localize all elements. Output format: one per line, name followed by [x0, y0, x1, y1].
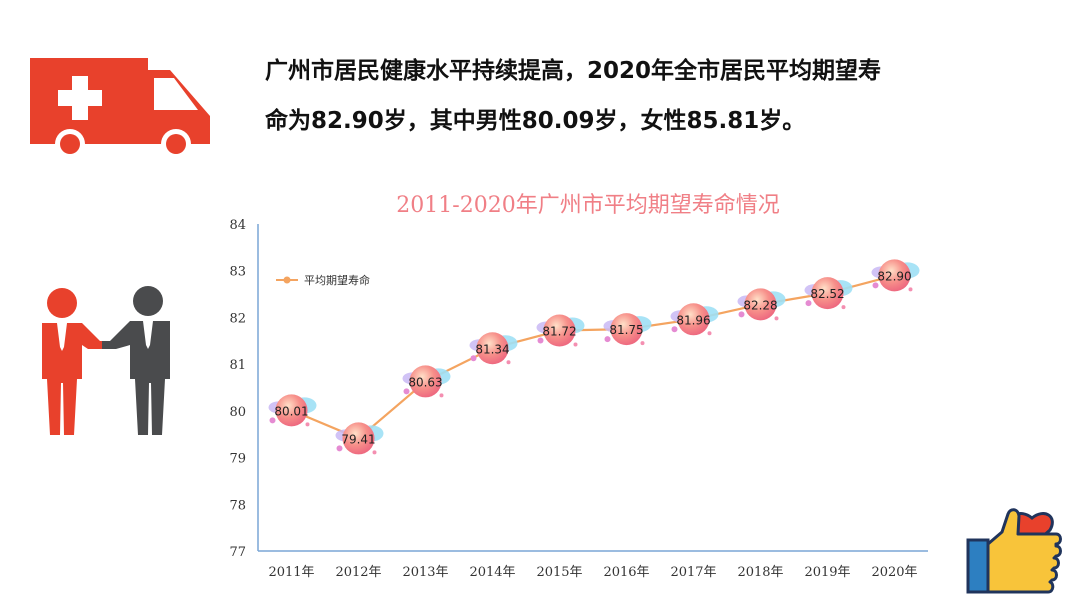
data-label: 81.72: [542, 325, 576, 339]
legend-marker: [283, 276, 291, 284]
bubble-dot: [506, 360, 511, 365]
data-marker: [677, 303, 710, 336]
y-tick-label: 81: [229, 358, 246, 373]
x-tick-label: 2019年: [804, 565, 850, 580]
handshake-icon: [42, 286, 170, 435]
y-tick-label: 80: [229, 405, 246, 420]
data-points: 80.01 79.41 80.63 81.34 81.72 81.75 81.96 82.28…: [268, 259, 920, 455]
data-label: 81.96: [676, 313, 710, 327]
x-tick-label: 2014年: [469, 565, 515, 580]
data-marker: [409, 365, 442, 398]
bubble-dot: [805, 300, 812, 307]
data-marker: [275, 394, 308, 427]
bubble-dot: [707, 331, 712, 336]
bubble-dot: [403, 388, 410, 395]
headline: 广州市居民健康水平持续提高，2020年全市居民平均期望寿 命为82.90岁，其中…: [265, 46, 1025, 146]
bubble-dot: [738, 311, 745, 318]
data-label: 82.90: [877, 269, 911, 283]
data-marker: [811, 277, 844, 310]
bubble-dot: [537, 337, 544, 344]
data-label: 80.01: [274, 404, 308, 418]
data-marker: [610, 313, 643, 346]
bubble-dot: [439, 393, 444, 398]
data-label: 82.28: [743, 298, 777, 312]
y-tick-label: 83: [229, 265, 246, 280]
headline-line-2: 命为82.90岁，其中男性80.09岁，女性85.81岁。: [265, 108, 806, 134]
data-marker: [543, 314, 576, 347]
data-point: 82.52: [804, 277, 853, 310]
bubble-dot: [372, 450, 377, 455]
data-point: 81.34: [469, 332, 518, 365]
data-point: 82.28: [737, 288, 786, 321]
data-point: 79.41: [335, 422, 384, 455]
bubble-dot: [336, 445, 343, 452]
data-label: 80.63: [408, 375, 442, 389]
bubble-dot: [573, 342, 578, 347]
bubble-dot: [604, 336, 611, 343]
data-label: 82.52: [810, 287, 844, 301]
bubble-dot: [872, 282, 879, 289]
bubble-dot: [908, 287, 913, 292]
bubble-dot: [305, 422, 310, 427]
data-label: 79.41: [341, 432, 375, 446]
bubble-dot: [269, 417, 276, 424]
legend-label: 平均期望寿命: [304, 273, 370, 287]
chart-title: 2011-2020年广州市平均期望寿命情况: [396, 193, 779, 218]
x-tick-label: 2013年: [402, 565, 448, 580]
x-tick-label: 2017年: [670, 565, 716, 580]
bubble-dot: [774, 316, 779, 321]
y-tick-label: 84: [229, 218, 246, 233]
data-point: 82.90: [871, 259, 920, 292]
x-tick-label: 2020年: [871, 565, 917, 580]
series-average-life-expectancy: [291, 274, 895, 440]
data-point: 81.75: [603, 313, 652, 346]
series-line: [291, 274, 895, 440]
y-tick-label: 82: [229, 311, 246, 326]
y-axis-ticks: 77 78 79 80 81 82 83 84: [229, 218, 246, 560]
x-axis-ticks: 2011年 2012年 2013年 2014年 2015年 2016年 2017年 2018年…: [268, 565, 917, 580]
ambulance-icon: [30, 58, 210, 159]
y-tick-label: 78: [229, 498, 246, 513]
x-tick-label: 2016年: [603, 565, 649, 580]
data-point: 80.01: [268, 394, 317, 427]
x-tick-label: 2012年: [335, 565, 381, 580]
bubble-dot: [470, 355, 477, 362]
x-tick-label: 2015年: [536, 565, 582, 580]
legend: 平均期望寿命: [276, 273, 370, 287]
x-tick-label: 2018年: [737, 565, 783, 580]
data-point: 81.96: [670, 303, 719, 336]
data-marker: [476, 332, 509, 365]
data-point: 81.72: [536, 314, 585, 347]
bubble-dot: [671, 326, 678, 333]
headline-line-1: 广州市居民健康水平持续提高，2020年全市居民平均期望寿: [265, 58, 882, 84]
data-label: 81.34: [475, 342, 509, 356]
y-tick-label: 77: [229, 545, 246, 560]
bubble-dot: [841, 305, 846, 310]
bubble-dot: [640, 341, 645, 346]
thumbs-up-heart-icon: [966, 508, 1062, 594]
x-tick-label: 2011年: [268, 565, 314, 580]
y-tick-label: 79: [229, 452, 246, 467]
data-label: 81.75: [609, 323, 643, 337]
data-marker: [878, 259, 911, 292]
data-point: 80.63: [402, 365, 451, 398]
data-marker: [342, 422, 375, 455]
data-marker: [744, 288, 777, 321]
